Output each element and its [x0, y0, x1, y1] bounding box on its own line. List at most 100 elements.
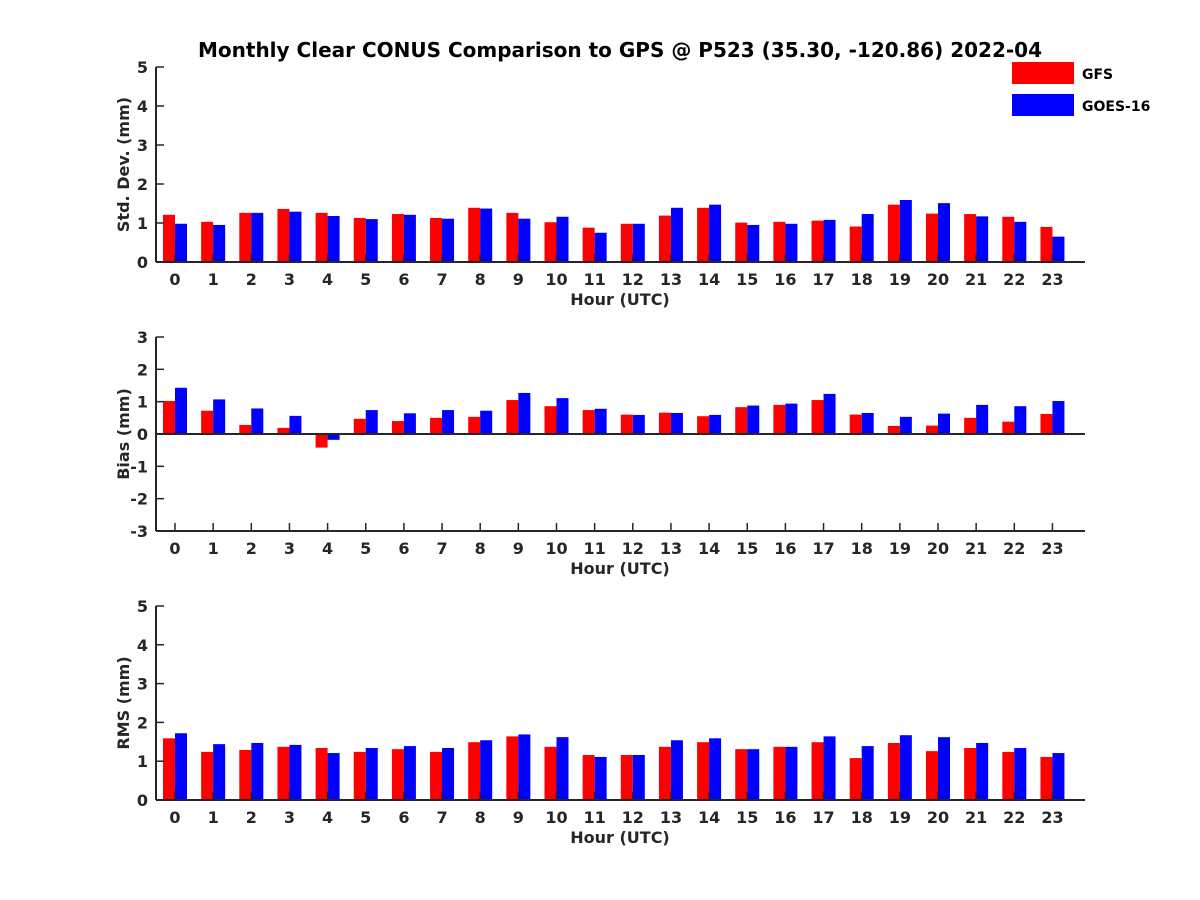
y-tick-label: -3	[130, 522, 148, 541]
legend-swatch-gfs	[1012, 62, 1074, 84]
x-tick-label: 12	[622, 539, 644, 558]
bar-gfs-hour-11	[582, 227, 595, 262]
bar-goes-16-hour-19	[899, 735, 912, 800]
bar-gfs-hour-1	[201, 751, 214, 800]
bar-goes-16-hour-9	[518, 734, 531, 800]
x-tick-label: 16	[774, 270, 796, 289]
y-tick-label: 2	[137, 175, 148, 194]
x-tick-label: 0	[169, 808, 180, 827]
x-tick-label: 8	[475, 808, 486, 827]
bar-goes-16-hour-8	[480, 208, 493, 262]
y-tick-label: 1	[137, 214, 148, 233]
bar-gfs-hour-2	[239, 212, 252, 262]
x-tick-label: 1	[208, 539, 219, 558]
bar-goes-16-hour-10	[556, 737, 569, 800]
legend-label-gfs: GFS	[1082, 67, 1113, 83]
bar-goes-16-hour-16	[785, 746, 798, 800]
x-tick-label: 11	[584, 808, 606, 827]
bar-goes-16-hour-14	[709, 204, 722, 262]
bar-goes-16-hour-22	[1014, 221, 1027, 262]
y-axis-label: RMS (mm)	[114, 656, 133, 749]
bar-gfs-hour-13	[658, 746, 671, 800]
y-tick-label: 3	[137, 675, 148, 694]
bar-gfs-hour-4	[315, 434, 328, 448]
bar-gfs-hour-12	[620, 754, 633, 800]
y-tick-label: -1	[130, 457, 148, 476]
bar-goes-16-hour-4	[327, 753, 340, 800]
x-tick-label: 23	[1041, 270, 1063, 289]
bar-gfs-hour-21	[964, 748, 977, 800]
bar-goes-16-hour-12	[632, 223, 645, 262]
bar-goes-16-hour-12	[632, 754, 645, 800]
bar-goes-16-hour-17	[823, 219, 836, 262]
x-tick-label: 21	[965, 539, 987, 558]
bar-gfs-hour-22	[1002, 216, 1015, 262]
y-axis-label: Std. Dev. (mm)	[114, 97, 133, 232]
bar-gfs-hour-23	[1040, 756, 1053, 800]
x-tick-label: 5	[360, 808, 371, 827]
x-tick-label: 2	[246, 808, 257, 827]
x-tick-label: 4	[322, 270, 333, 289]
bar-gfs-hour-10	[544, 406, 557, 434]
bar-gfs-hour-16	[773, 221, 786, 262]
bar-goes-16-hour-13	[670, 740, 683, 800]
bar-goes-16-hour-1	[213, 399, 226, 434]
x-tick-label: 13	[660, 270, 682, 289]
bar-goes-16-hour-23	[1052, 236, 1065, 262]
bar-gfs-hour-20	[926, 425, 938, 434]
bar-gfs-hour-3	[277, 208, 290, 262]
bar-gfs-hour-9	[506, 212, 519, 262]
bar-gfs-hour-19	[887, 204, 900, 262]
bar-goes-16-hour-10	[556, 398, 569, 434]
y-tick-label: 4	[137, 97, 148, 116]
bar-goes-16-hour-8	[480, 410, 493, 434]
bar-gfs-hour-13	[658, 412, 671, 434]
bar-gfs-hour-6	[391, 214, 404, 262]
y-tick-label: 5	[137, 597, 148, 616]
x-tick-label: 17	[812, 270, 834, 289]
bar-goes-16-hour-15	[747, 405, 760, 434]
bar-goes-16-hour-3	[289, 415, 302, 434]
bar-gfs-hour-6	[391, 749, 404, 800]
y-tick-label: 2	[137, 713, 148, 732]
bar-goes-16-hour-21	[976, 742, 989, 800]
bar-gfs-hour-2	[239, 424, 252, 434]
x-tick-label: 21	[965, 808, 987, 827]
x-tick-label: 5	[360, 270, 371, 289]
x-tick-label: 19	[889, 270, 911, 289]
x-tick-label: 7	[436, 539, 447, 558]
x-tick-label: 22	[1003, 539, 1025, 558]
x-tick-label: 18	[851, 270, 873, 289]
bar-goes-16-hour-1	[213, 224, 226, 262]
bar-goes-16-hour-20	[938, 203, 950, 262]
bar-gfs-hour-15	[735, 407, 748, 434]
bar-gfs-hour-5	[353, 217, 366, 262]
bar-goes-16-hour-4	[327, 434, 340, 440]
bar-goes-16-hour-9	[518, 392, 531, 434]
x-tick-label: 23	[1041, 539, 1063, 558]
x-tick-label: 19	[889, 808, 911, 827]
bar-gfs-hour-23	[1040, 226, 1053, 262]
bar-goes-16-hour-23	[1052, 753, 1065, 800]
bar-goes-16-hour-12	[632, 414, 645, 434]
bar-goes-16-hour-0	[175, 387, 187, 434]
x-tick-label: 4	[322, 808, 333, 827]
x-tick-label: 1	[208, 270, 219, 289]
bar-goes-16-hour-1	[213, 744, 226, 800]
bar-gfs-hour-18	[849, 226, 862, 262]
bar-gfs-hour-19	[887, 742, 900, 800]
bar-gfs-hour-11	[582, 410, 595, 434]
bar-gfs-hour-8	[468, 742, 481, 800]
x-tick-label: 5	[360, 539, 371, 558]
bar-gfs-hour-15	[735, 222, 748, 262]
bar-goes-16-hour-14	[709, 738, 722, 800]
x-tick-label: 4	[322, 539, 333, 558]
x-tick-label: 20	[927, 808, 949, 827]
x-tick-label: 2	[246, 270, 257, 289]
x-tick-label: 10	[545, 539, 567, 558]
legend: GFS GOES-16	[1012, 62, 1150, 116]
bar-goes-16-hour-17	[823, 736, 836, 800]
